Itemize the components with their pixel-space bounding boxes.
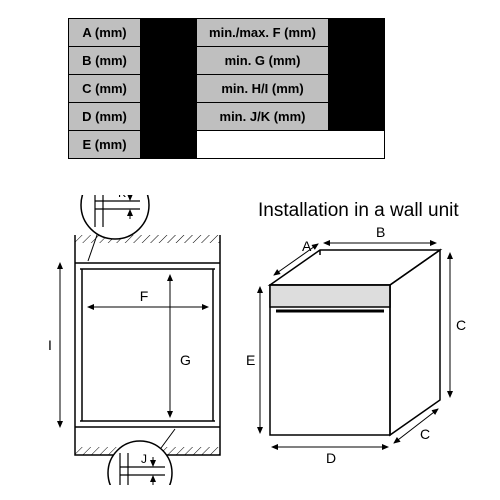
dim-D: D [272, 447, 388, 466]
cell-value [329, 19, 385, 47]
dim-C-side: C [450, 253, 466, 397]
svg-text:C: C [456, 317, 466, 333]
dimension-table: A (mm) min./max. F (mm) B (mm) min. G (m… [68, 18, 385, 159]
cell-label: D (mm) [69, 103, 141, 131]
svg-text:A: A [302, 238, 312, 254]
cell-label: B (mm) [69, 47, 141, 75]
cell-label: min. J/K (mm) [197, 103, 329, 131]
cell-blank [197, 131, 385, 159]
svg-text:F: F [140, 288, 149, 304]
callout-J: J [108, 429, 175, 485]
callout-K: K [81, 195, 149, 261]
wall-cavity [75, 235, 220, 455]
svg-text:G: G [180, 352, 191, 368]
cell-label: C (mm) [69, 75, 141, 103]
dim-I: I [48, 263, 60, 427]
cell-value [141, 47, 197, 75]
svg-text:D: D [326, 450, 336, 466]
svg-text:K: K [118, 195, 126, 200]
installation-diagram: F G I K J [20, 195, 480, 485]
cell-label: E (mm) [69, 131, 141, 159]
cell-label: min./max. F (mm) [197, 19, 329, 47]
dim-E: E [246, 287, 260, 433]
cell-label: A (mm) [69, 19, 141, 47]
svg-text:C: C [420, 426, 430, 442]
dim-B: B [324, 224, 436, 243]
dim-G: G [170, 275, 191, 417]
cell-value [329, 75, 385, 103]
dim-C-bottom: C [394, 409, 438, 443]
cell-label: min. G (mm) [197, 47, 329, 75]
cell-value [141, 131, 197, 159]
oven-iso [270, 250, 440, 435]
svg-text:B: B [376, 224, 385, 240]
svg-text:J: J [141, 452, 147, 466]
cell-value [329, 103, 385, 131]
cell-value [141, 19, 197, 47]
cell-value [141, 75, 197, 103]
svg-text:I: I [48, 337, 52, 353]
dim-F: F [88, 288, 208, 307]
svg-text:E: E [246, 352, 255, 368]
cell-label: min. H/I (mm) [197, 75, 329, 103]
cell-value [329, 47, 385, 75]
cell-value [141, 103, 197, 131]
